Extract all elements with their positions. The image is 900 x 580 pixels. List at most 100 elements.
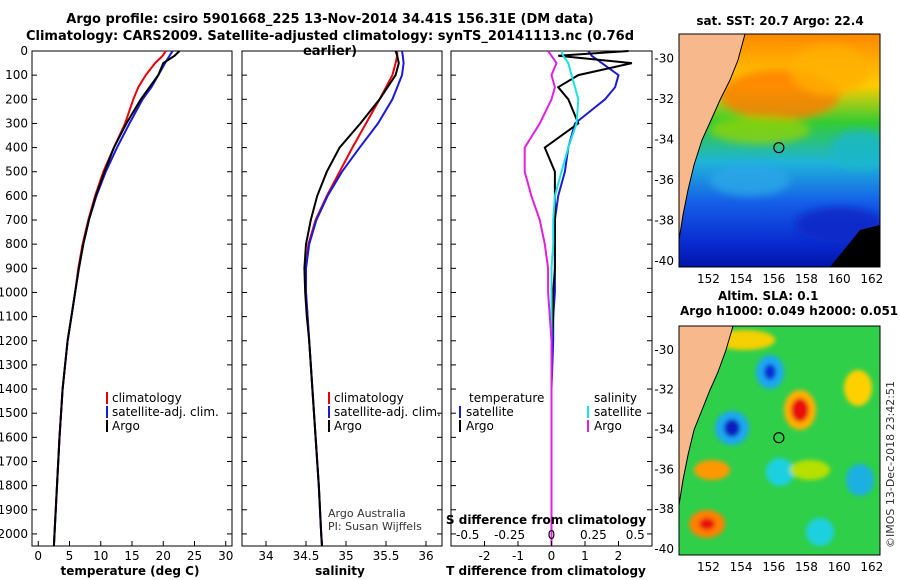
map-x-tick-label: 162	[860, 560, 883, 574]
map-x-tick-label: 162	[860, 272, 883, 286]
legend-label: satellite	[594, 405, 642, 419]
y-tick-label: 2000	[0, 527, 28, 541]
legend-title: temperature	[469, 391, 544, 405]
y-tick-label: 1100	[0, 310, 28, 324]
sst-map-title: sat. SST: 20.7 Argo: 22.4	[696, 14, 863, 28]
credit-argo-australia: Argo Australia	[328, 507, 406, 520]
legend-label: Argo	[594, 419, 622, 433]
series-line-salinity-argo	[303, 50, 400, 547]
x-tick-label: 25	[187, 549, 202, 563]
legend-label: climatology	[112, 391, 182, 405]
y-tick-label: 1400	[0, 382, 28, 396]
x-tick-label: -1	[512, 549, 524, 563]
map-x-tick-label: 156	[762, 272, 785, 286]
x-tick-label: 30	[218, 549, 233, 563]
legend-label: satellite	[466, 405, 514, 419]
map-x-tick-label: 156	[762, 560, 785, 574]
sla-eddies	[689, 330, 874, 546]
argo-position-marker	[773, 432, 785, 444]
land-australia	[679, 34, 745, 240]
s-tick-label: -0.5	[456, 528, 479, 542]
x-tick-label: 34	[258, 549, 273, 563]
y-tick-label: 1700	[0, 454, 28, 468]
credit-pi: PI: Susan Wijffels	[328, 520, 422, 533]
temperature-axis-label: temperature (deg C)	[61, 564, 200, 578]
map-y-tick-label: -38	[654, 502, 674, 516]
map-y-tick-label: -40	[654, 542, 674, 556]
y-tick-label: 300	[5, 116, 28, 130]
sla-map	[679, 326, 880, 555]
map-y-tick-label: -30	[654, 343, 674, 357]
s-tick-label: 0.5	[626, 528, 645, 542]
y-tick-label: 800	[5, 237, 28, 251]
sst-map-frame	[678, 33, 881, 268]
map-y-tick-label: -32	[654, 383, 674, 397]
map-y-tick-label: -40	[654, 254, 674, 268]
t-difference-axis-label: T difference from climatology	[446, 564, 646, 578]
coastline	[679, 34, 746, 241]
map-x-tick-label: 158	[795, 560, 818, 574]
salinity-axis-label: salinity	[315, 564, 365, 578]
x-tick-label: 0	[34, 549, 42, 563]
x-tick-label: 35	[338, 549, 353, 563]
legend-label: satellite-adj. clim.	[334, 405, 441, 419]
coastline	[679, 326, 734, 506]
y-tick-label: 900	[5, 261, 28, 275]
y-tick-label: 1800	[0, 479, 28, 493]
s-tick-label: 0	[548, 528, 556, 542]
difference-legend-temperature: temperature satellite Argo	[459, 391, 544, 433]
series-line-temperature-argo	[52, 50, 181, 547]
sst-patches	[710, 45, 880, 243]
difference-legend-salinity: salinity satellite Argo	[587, 391, 642, 433]
salinity-legend: climatology satellite-adj. clim. Argo	[328, 391, 441, 433]
legend-label: Argo	[466, 419, 494, 433]
y-tick-label: 0	[20, 44, 28, 58]
x-tick-label: 20	[156, 549, 171, 563]
map-y-tick-label: -30	[654, 51, 674, 65]
y-tick-label: 1600	[0, 430, 28, 444]
legend-label: Argo	[112, 419, 140, 433]
legend-label: satellite-adj. clim.	[112, 405, 219, 419]
y-tick-label: 1900	[0, 503, 28, 517]
map-y-tick-label: -36	[654, 462, 674, 476]
map-x-tick-label: 160	[828, 272, 851, 286]
x-tick-label: -2	[479, 549, 491, 563]
argo-position-marker	[773, 142, 785, 154]
y-tick-label: 500	[5, 165, 28, 179]
x-tick-label: 34.5	[293, 549, 320, 563]
s-tick-label: -0.25	[494, 528, 525, 542]
y-tick-label: 200	[5, 92, 28, 106]
sst-missing-data	[830, 225, 880, 267]
land-australia	[679, 326, 733, 505]
map-y-tick-label: -36	[654, 173, 674, 187]
map-x-tick-label: 154	[730, 272, 753, 286]
map-x-tick-label: 152	[697, 272, 720, 286]
y-tick-label: 600	[5, 189, 28, 203]
map-y-tick-label: -38	[654, 213, 674, 227]
sst-map	[679, 34, 880, 267]
legend-label: climatology	[334, 391, 404, 405]
x-tick-label: 15	[124, 549, 139, 563]
legend-title: salinity	[594, 391, 637, 405]
series-line-temperature-climatology	[52, 50, 167, 547]
salinity-panel	[241, 50, 443, 547]
map-x-tick-label: 160	[828, 560, 851, 574]
sla-map-title-1: Altim. SLA: 0.1	[718, 289, 819, 303]
series-line-difference-temperature-argo	[543, 50, 633, 546]
map-x-tick-label: 154	[730, 560, 753, 574]
s-tick-label: 0.25	[580, 528, 607, 542]
y-tick-label: 1000	[0, 285, 28, 299]
x-tick-label: 0	[548, 549, 556, 563]
sla-map-title-2: Argo h1000: 0.049 h2000: 0.051	[680, 304, 898, 318]
imos-timestamp: ©IMOS 13-Dec-2018 23:42:51	[884, 381, 897, 548]
x-tick-label: 35.5	[373, 549, 400, 563]
temperature-panel	[31, 50, 233, 547]
x-tick-label: 1	[581, 549, 589, 563]
map-x-tick-label: 152	[697, 560, 720, 574]
x-tick-label: 36	[418, 549, 433, 563]
series-line-difference-salinity-argo	[523, 50, 558, 546]
series-line-difference-temperature-satellite	[550, 50, 620, 546]
y-tick-label: 400	[5, 141, 28, 155]
y-tick-label: 1300	[0, 358, 28, 372]
map-y-tick-label: -34	[654, 423, 674, 437]
